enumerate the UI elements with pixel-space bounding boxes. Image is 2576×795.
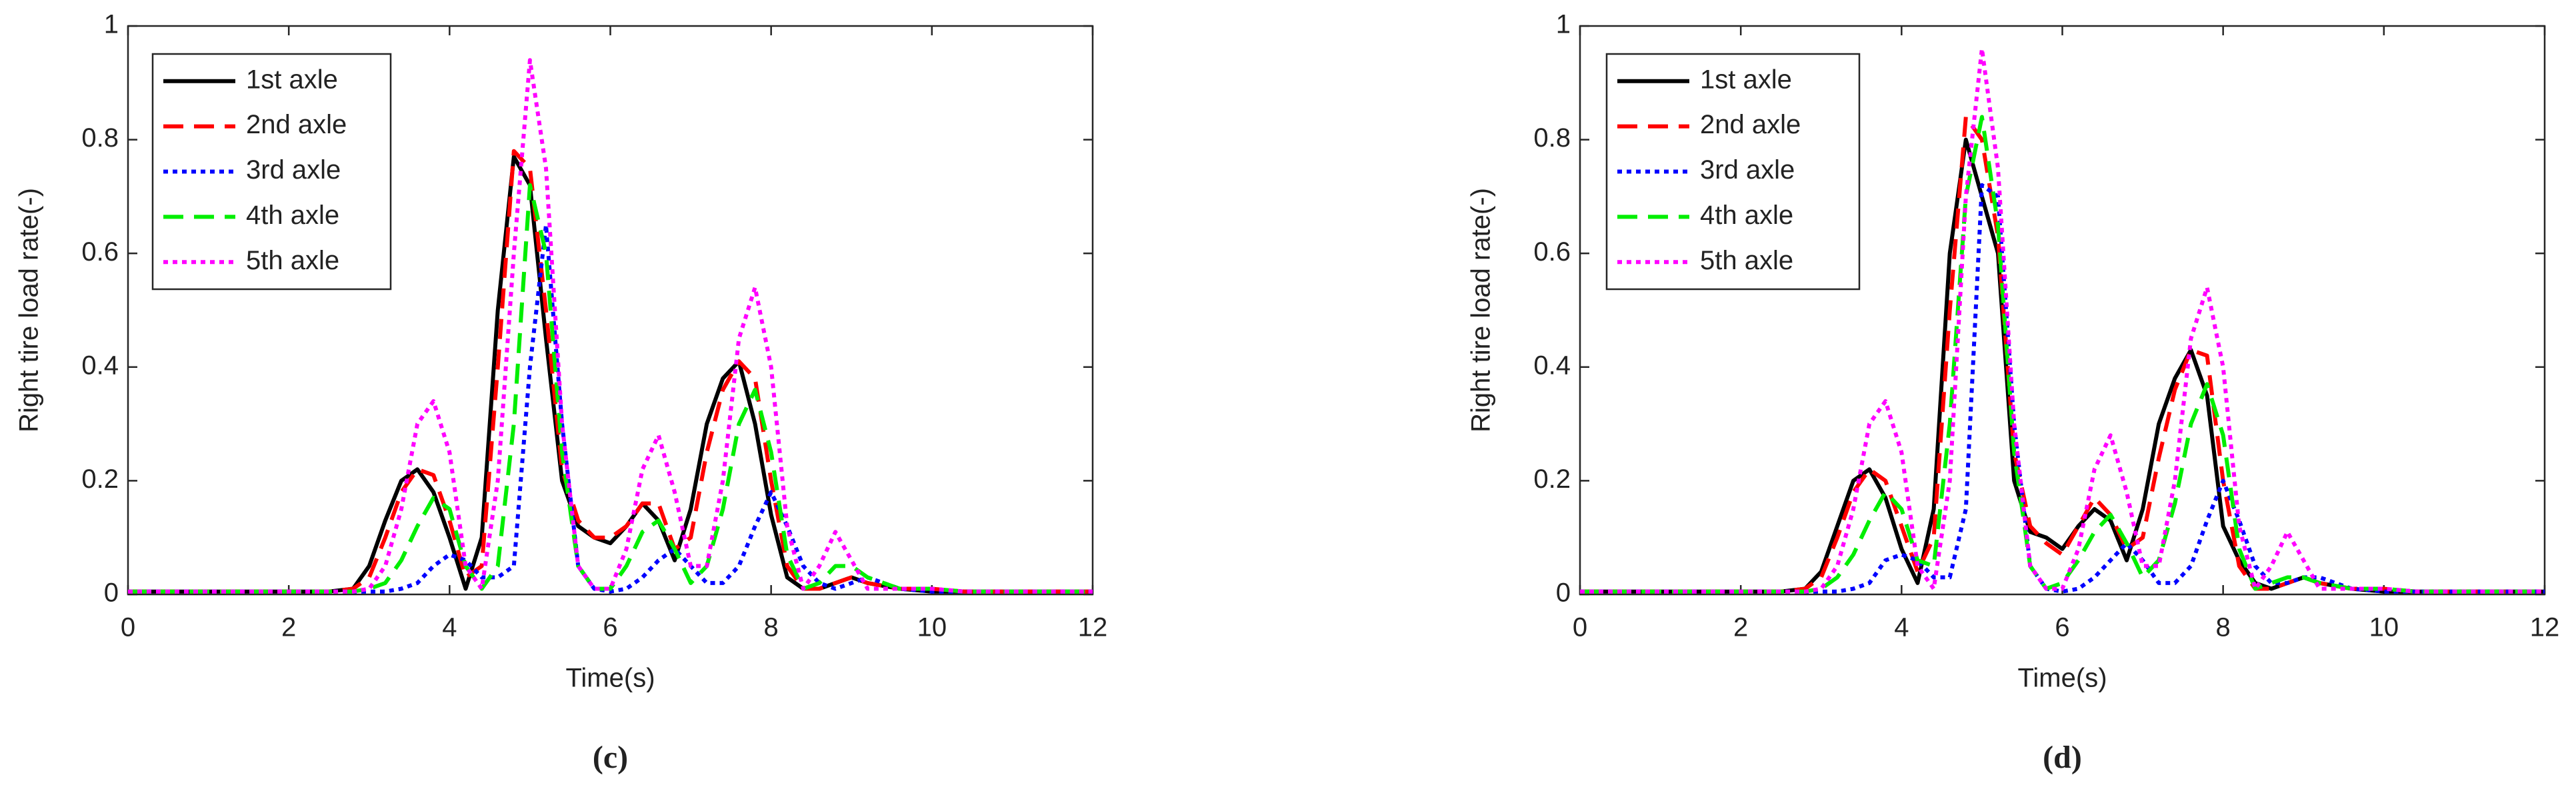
x-tick-label: 12	[1078, 613, 1108, 642]
y-tick-label: 1	[1556, 10, 1571, 39]
caption: (c)	[593, 740, 628, 775]
x-tick-label: 0	[121, 613, 135, 642]
series-line	[128, 183, 1093, 594]
series-line	[1580, 47, 2545, 594]
legend-label: 4th axle	[1700, 201, 1793, 230]
series-line	[128, 149, 1093, 594]
series-line	[1580, 183, 2545, 594]
y-tick-label: 0.6	[1533, 237, 1571, 267]
x-tick-label: 2	[281, 613, 296, 642]
y-tick-label: 0.4	[81, 351, 119, 380]
legend-label: 2nd axle	[1700, 110, 1801, 139]
y-axis-label: Right tire load rate(-)	[15, 188, 44, 432]
y-tick-label: 0.6	[81, 237, 119, 267]
x-tick-label: 6	[603, 613, 617, 642]
caption: (d)	[2043, 740, 2082, 775]
x-axis-label: Time(s)	[2017, 664, 2107, 693]
y-axis-label: Right tire load rate(-)	[1467, 188, 1496, 432]
legend-label: 2nd axle	[246, 110, 347, 139]
y-tick-label: 1	[104, 10, 119, 39]
x-tick-label: 0	[1573, 613, 1587, 642]
y-tick-label: 0	[104, 578, 119, 608]
series-line	[128, 58, 1093, 594]
y-tick-label: 0.8	[1533, 123, 1571, 153]
x-tick-label: 8	[2216, 613, 2231, 642]
legend-label: 1st axle	[1700, 65, 1792, 94]
y-tick-label: 0.8	[81, 123, 119, 153]
y-tick-label: 0.2	[1533, 464, 1571, 494]
x-tick-label: 2	[1733, 613, 1748, 642]
x-tick-label: 6	[2055, 613, 2069, 642]
y-tick-label: 0.2	[81, 464, 119, 494]
series-line	[1580, 115, 2545, 594]
legend-label: 1st axle	[246, 65, 338, 94]
x-tick-label: 12	[2530, 613, 2560, 642]
x-tick-label: 4	[442, 613, 457, 642]
legend-label: 5th axle	[1700, 246, 1793, 275]
legend-label: 4th axle	[246, 201, 339, 230]
x-tick-label: 8	[764, 613, 779, 642]
legend-label: 3rd axle	[246, 155, 341, 185]
series-line	[1580, 115, 2545, 594]
y-tick-label: 0	[1556, 578, 1571, 608]
plot-area	[1579, 25, 2546, 596]
legend-label: 3rd axle	[1700, 155, 1795, 185]
y-tick-label: 0.4	[1533, 351, 1571, 380]
x-tick-label: 10	[2369, 613, 2399, 642]
x-axis-label: Time(s)	[565, 664, 655, 693]
legend-label: 5th axle	[246, 246, 339, 275]
x-tick-label: 4	[1894, 613, 1909, 642]
x-tick-label: 10	[917, 613, 947, 642]
